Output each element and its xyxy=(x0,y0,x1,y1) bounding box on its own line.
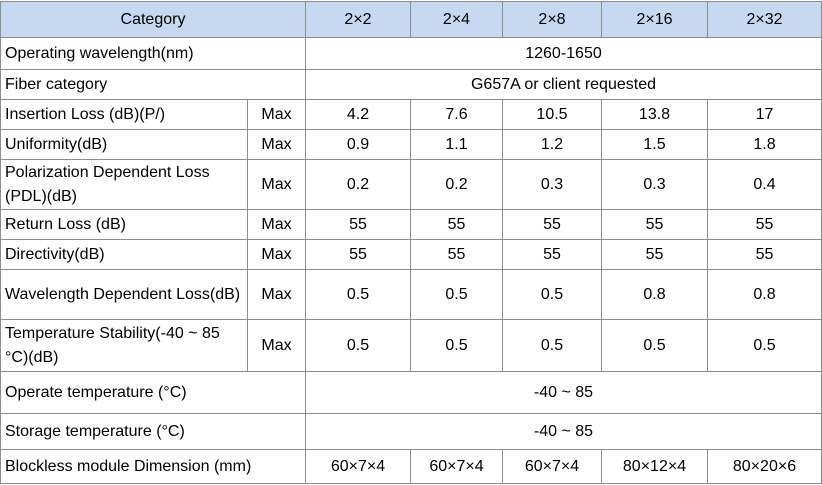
value-cell: 0.9 xyxy=(305,129,411,160)
value-cell: 0.2 xyxy=(410,159,503,210)
qualifier-cell: Max xyxy=(247,269,306,320)
value-cell: 60×7×4 xyxy=(305,449,411,484)
table-row: Operate temperature (°C) -40 ~ 85 xyxy=(0,371,822,414)
value-cell: 1.1 xyxy=(410,129,503,160)
qualifier-cell: Max xyxy=(247,129,306,160)
value-cell: 55 xyxy=(410,209,503,240)
row-label: Return Loss (dB) xyxy=(0,209,248,240)
value-cell: 55 xyxy=(410,239,503,270)
row-label: Wavelength Dependent Loss(dB) xyxy=(0,269,248,320)
value-cell: 0.3 xyxy=(601,159,708,210)
value-cell: 55 xyxy=(305,209,411,240)
table-row: Insertion Loss (dB)(P/) Max 4.2 7.6 10.5 13.8… xyxy=(0,99,822,130)
value-cell: 0.5 xyxy=(707,319,822,372)
header-cell: Category xyxy=(0,1,306,38)
value-cell: 0.4 xyxy=(707,159,822,210)
qualifier-cell: Max xyxy=(247,319,306,372)
value-cell: 0.8 xyxy=(707,269,822,320)
value-cell: 80×12×4 xyxy=(601,449,708,484)
row-label: Polarization Dependent Loss (PDL)(dB) xyxy=(0,159,248,210)
value-cell: 0.5 xyxy=(502,319,602,372)
value-cell: 0.5 xyxy=(305,269,411,320)
value-cell: 55 xyxy=(601,239,708,270)
value-cell: 0.2 xyxy=(305,159,411,210)
row-label: Operate temperature (°C) xyxy=(0,371,306,414)
row-label: Storage temperature (°C) xyxy=(0,413,306,450)
qualifier-cell: Max xyxy=(247,239,306,270)
table-row: Category 2×2 2×4 2×8 2×16 2×32 xyxy=(0,1,822,38)
value-cell: 1.8 xyxy=(707,129,822,160)
value-cell: 0.3 xyxy=(502,159,602,210)
merged-value: -40 ~ 85 xyxy=(305,413,822,450)
row-label: Temperature Stability(-40 ~ 85 °C)(dB) xyxy=(0,319,248,372)
value-cell: 1.2 xyxy=(502,129,602,160)
value-cell: 0.5 xyxy=(305,319,411,372)
table-row: Uniformity(dB) Max 0.9 1.1 1.2 1.5 1.8 xyxy=(0,129,822,160)
row-label: Directivity(dB) xyxy=(0,239,248,270)
value-cell: 0.5 xyxy=(601,319,708,372)
row-label: Blockless module Dimension (mm) xyxy=(0,449,306,484)
merged-value: G657A or client requested xyxy=(305,69,822,100)
value-cell: 55 xyxy=(707,239,822,270)
value-cell: 55 xyxy=(502,209,602,240)
header-cell: 2×8 xyxy=(502,1,602,38)
row-label: Insertion Loss (dB)(P/) xyxy=(0,99,248,130)
merged-value: 1260-1650 xyxy=(305,37,822,70)
table-row: Return Loss (dB) Max 55 55 55 55 55 xyxy=(0,209,822,240)
value-cell: 7.6 xyxy=(410,99,503,130)
header-cell: 2×4 xyxy=(410,1,503,38)
header-cell: 2×32 xyxy=(707,1,822,38)
table-row: Polarization Dependent Loss (PDL)(dB) Max… xyxy=(0,159,822,210)
header-cell: 2×2 xyxy=(305,1,411,38)
value-cell: 1.5 xyxy=(601,129,708,160)
value-cell: 60×7×4 xyxy=(410,449,503,484)
row-label: Uniformity(dB) xyxy=(0,129,248,160)
merged-value: -40 ~ 85 xyxy=(305,371,822,414)
qualifier-cell: Max xyxy=(247,209,306,240)
table-row: Storage temperature (°C) -40 ~ 85 xyxy=(0,413,822,450)
table-row: Temperature Stability(-40 ~ 85 °C)(dB) Ma… xyxy=(0,319,822,372)
header-cell: 2×16 xyxy=(601,1,708,38)
value-cell: 13.8 xyxy=(601,99,708,130)
qualifier-cell: Max xyxy=(247,159,306,210)
value-cell: 0.5 xyxy=(502,269,602,320)
value-cell: 0.5 xyxy=(410,319,503,372)
qualifier-cell: Max xyxy=(247,99,306,130)
row-label: Fiber category xyxy=(0,69,306,100)
value-cell: 60×7×4 xyxy=(502,449,602,484)
table-row: Fiber category G657A or client requested xyxy=(0,69,822,100)
table-row: Wavelength Dependent Loss(dB) Max 0.5 0.5 0.… xyxy=(0,269,822,320)
table-row: Directivity(dB) Max 55 55 55 55 55 xyxy=(0,239,822,270)
value-cell: 55 xyxy=(502,239,602,270)
value-cell: 55 xyxy=(305,239,411,270)
value-cell: 4.2 xyxy=(305,99,411,130)
value-cell: 0.8 xyxy=(601,269,708,320)
value-cell: 17 xyxy=(707,99,822,130)
table-row: Blockless module Dimension (mm) 60×7×4 60×… xyxy=(0,449,822,484)
value-cell: 80×20×6 xyxy=(707,449,822,484)
value-cell: 0.5 xyxy=(410,269,503,320)
row-label: Operating wavelength(nm) xyxy=(0,37,306,70)
value-cell: 55 xyxy=(601,209,708,240)
table-row: Operating wavelength(nm) 1260-1650 xyxy=(0,37,822,70)
value-cell: 55 xyxy=(707,209,822,240)
value-cell: 10.5 xyxy=(502,99,602,130)
